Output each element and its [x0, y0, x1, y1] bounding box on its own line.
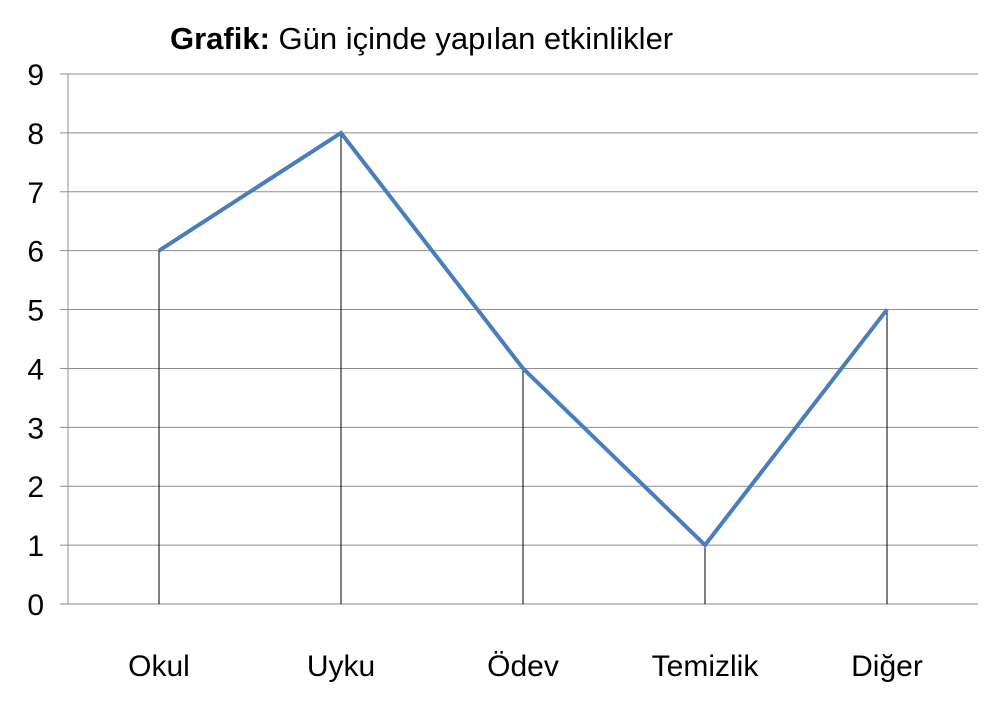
series — [157, 130, 889, 549]
x-tick-label-3: Temizlik — [652, 650, 760, 683]
x-tick-label-2: Ödev — [487, 650, 559, 683]
chart-title-bold: Grafik: — [170, 21, 270, 56]
drop-lines — [158, 132, 888, 604]
y-tick-label-7: 7 — [27, 177, 44, 210]
chart-title: Grafik: Gün içinde yapılan etkinlikler — [170, 21, 673, 56]
y-tick-label-5: 5 — [27, 295, 44, 328]
y-tick-label-8: 8 — [27, 118, 44, 151]
y-tick-label-6: 6 — [27, 236, 44, 269]
x-axis: Okul Uyku Ödev Temizlik Diğer — [128, 650, 923, 683]
y-tick-label-0: 0 — [27, 589, 44, 622]
chart-title-rest: Gün içinde yapılan etkinlikler — [270, 21, 673, 56]
y-tick-label-2: 2 — [27, 471, 44, 504]
x-tick-label-0: Okul — [128, 650, 190, 683]
y-tick-label-4: 4 — [27, 353, 44, 386]
y-tick-label-3: 3 — [27, 412, 44, 445]
x-tick-label-1: Uyku — [307, 650, 375, 683]
y-axis: 0 1 2 3 4 5 6 7 8 9 — [27, 59, 69, 622]
x-tick-label-4: Diğer — [851, 650, 923, 683]
y-tick-label-9: 9 — [27, 59, 44, 92]
y-tick-label-1: 1 — [27, 530, 44, 563]
